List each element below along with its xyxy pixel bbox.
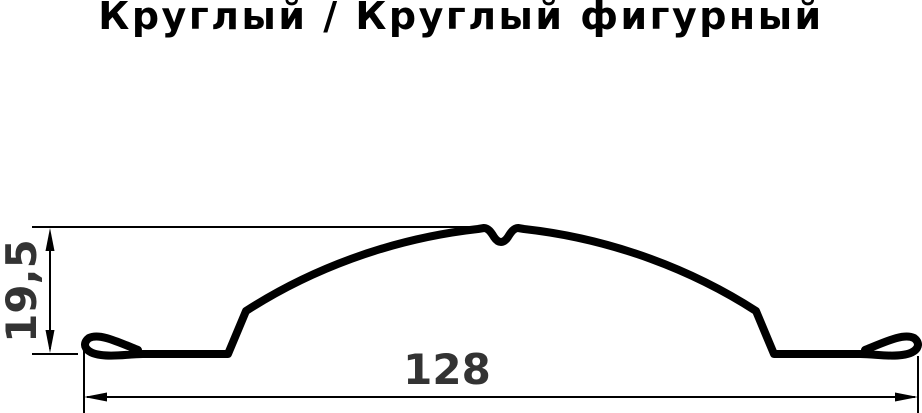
width-dimension-arrow-right-icon <box>895 392 918 402</box>
height-dimension-arrow-down-icon <box>45 330 55 353</box>
profile-outline <box>81 224 922 360</box>
width-dimension-label: 128 <box>403 345 491 394</box>
width-dimension-arrow-left-icon <box>84 392 107 402</box>
height-dimension-arrow-up-icon <box>45 228 55 251</box>
page-title: Круглый / Круглый фигурный <box>98 0 824 38</box>
height-dimension-label: 19,5 <box>0 239 46 343</box>
